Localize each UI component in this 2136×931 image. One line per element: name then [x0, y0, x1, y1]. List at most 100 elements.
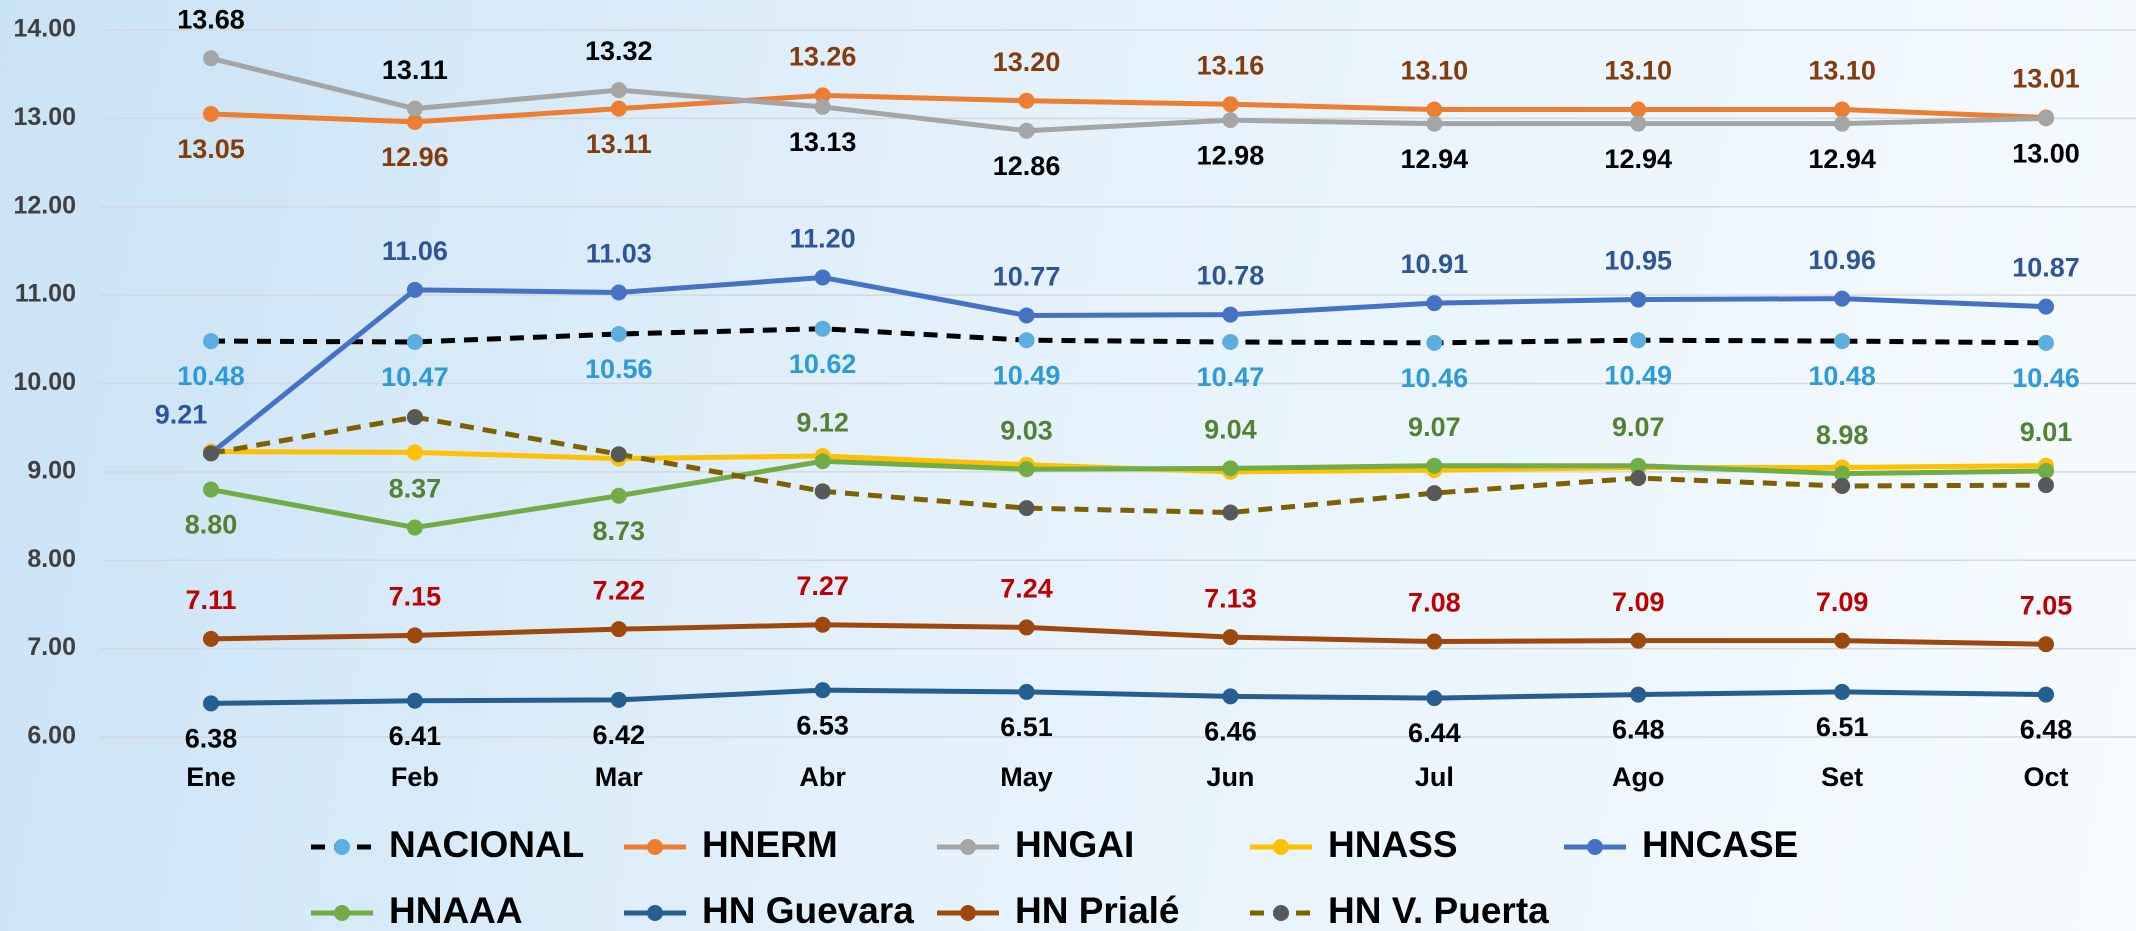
marker: [1630, 115, 1647, 132]
value-label: 13.26: [789, 42, 857, 72]
value-label: 9.12: [796, 407, 849, 437]
marker: [1018, 500, 1035, 517]
value-label: 13.10: [1401, 56, 1469, 86]
marker: [1426, 457, 1443, 474]
series-line: [210, 55, 2047, 134]
marker: [1018, 683, 1035, 700]
marker: [1834, 290, 1851, 307]
marker: [610, 691, 627, 708]
marker: [1018, 619, 1035, 636]
value-label: 9.07: [1612, 412, 1665, 442]
legend-marker: [647, 905, 663, 921]
marker: [1630, 632, 1647, 649]
marker: [1630, 686, 1647, 703]
value-label: 6.42: [592, 720, 645, 750]
marker: [1834, 478, 1851, 495]
value-label: 11.20: [790, 224, 856, 254]
marker: [203, 695, 219, 712]
marker: [1018, 92, 1035, 109]
legend-label: HN V. Puerta: [1328, 890, 1549, 931]
y-tick-label: 7.00: [27, 633, 76, 661]
legend-label: HN Prialé: [1015, 890, 1180, 931]
value-label: 6.51: [1816, 712, 1869, 742]
marker: [203, 50, 219, 67]
marker: [406, 692, 423, 709]
legend-marker: [960, 839, 976, 855]
marker: [406, 627, 423, 644]
marker: [1222, 629, 1239, 646]
series: [203, 682, 2054, 712]
series: [203, 269, 2054, 462]
legend-label: HNCASE: [1642, 824, 1798, 865]
value-label: 9.07: [1408, 412, 1461, 442]
value-label: 10.48: [1808, 361, 1876, 391]
marker: [406, 113, 423, 130]
value-label: 8.98: [1816, 420, 1869, 450]
value-label: 9.01: [2020, 417, 2073, 447]
value-label: 8.80: [185, 510, 238, 540]
marker: [1222, 333, 1239, 350]
value-label: 13.68: [177, 4, 245, 34]
marker: [1834, 115, 1851, 132]
series-line: [210, 622, 2047, 647]
value-label: 13.00: [2012, 139, 2080, 169]
value-label: 6.48: [2020, 715, 2073, 745]
value-label: 13.16: [1197, 50, 1265, 80]
value-label: 13.05: [177, 134, 245, 164]
value-label: 7.13: [1204, 583, 1257, 613]
legend-label: HNAAA: [389, 890, 523, 931]
value-label: 9.21: [155, 399, 208, 429]
marker: [814, 98, 831, 115]
marker: [406, 333, 423, 350]
marker: [610, 284, 627, 301]
x-tick-label: Ago: [1612, 762, 1664, 792]
series: [203, 443, 2054, 480]
x-tick-label: Abr: [799, 762, 846, 792]
legend-marker: [1587, 839, 1603, 855]
marker: [1426, 485, 1443, 502]
value-label: 7.24: [1000, 574, 1053, 604]
x-tick-label: Ene: [186, 762, 236, 792]
marker: [1630, 332, 1647, 349]
marker: [1222, 688, 1239, 705]
value-label: 10.78: [1197, 261, 1265, 291]
value-label: 13.11: [586, 129, 652, 159]
value-label: 12.94: [1604, 144, 1672, 174]
legend-label: HNERM: [702, 824, 838, 865]
y-tick-label: 12.00: [13, 191, 76, 219]
value-label: 6.48: [1612, 715, 1665, 745]
marker: [1222, 112, 1239, 129]
value-label: 12.98: [1197, 140, 1265, 170]
value-label: 6.46: [1204, 716, 1257, 746]
value-label: 7.09: [1816, 587, 1869, 617]
x-tick-label: Set: [1821, 762, 1863, 792]
marker: [406, 281, 423, 298]
value-label: 6.41: [389, 721, 442, 751]
marker: [1018, 307, 1035, 324]
marker: [2038, 334, 2054, 351]
value-label: 10.96: [1808, 245, 1876, 275]
marker: [814, 320, 831, 337]
marker: [610, 100, 627, 117]
value-label: 12.86: [993, 151, 1061, 181]
marker: [1630, 457, 1647, 474]
marker: [814, 483, 831, 500]
legend-label: HNASS: [1328, 824, 1458, 865]
marker: [610, 446, 627, 463]
value-label: 13.20: [993, 47, 1061, 77]
x-tick-label: Feb: [391, 762, 439, 792]
value-label: 6.44: [1408, 718, 1461, 748]
value-label: 7.15: [389, 581, 442, 611]
value-label: 10.49: [1604, 360, 1672, 390]
series-line: [210, 458, 2047, 531]
marker: [1018, 332, 1035, 349]
series: [203, 50, 2054, 139]
marker: [1426, 334, 1443, 351]
value-label: 10.95: [1604, 246, 1672, 276]
series-line: [210, 326, 2047, 346]
value-label: 12.96: [381, 142, 449, 172]
value-label: 8.37: [389, 474, 442, 504]
series: [203, 320, 2054, 351]
marker: [1834, 465, 1851, 482]
marker: [2038, 110, 2054, 127]
